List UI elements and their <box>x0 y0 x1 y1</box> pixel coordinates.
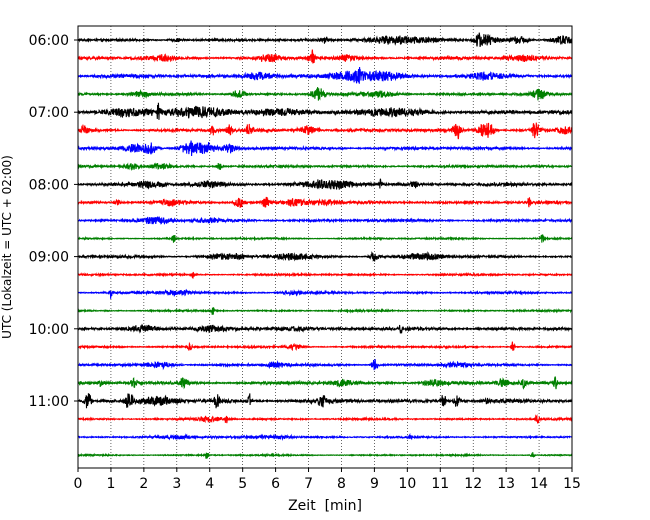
x-tick-label-14: 14 <box>530 476 548 492</box>
y-axis-label: UTC (Lokalzeit = UTC + 02:00) <box>0 155 14 339</box>
trace-0945 <box>77 307 573 315</box>
x-tick-label-1: 1 <box>106 476 115 492</box>
plot-frame <box>77 25 573 469</box>
y-tick-label-4: 10:00 <box>29 322 69 338</box>
seismogram-traces <box>77 32 573 459</box>
y-tick-label-2: 08:00 <box>29 177 69 193</box>
x-tick-label-9: 9 <box>370 476 379 492</box>
x-tick-label-0: 0 <box>74 476 83 492</box>
x-tick-label-11: 11 <box>431 476 449 492</box>
x-tick-label-13: 13 <box>497 476 515 492</box>
x-tick-label-4: 4 <box>205 476 214 492</box>
x-tick-label-5: 5 <box>238 476 247 492</box>
trace-0700 <box>77 102 573 120</box>
x-tick-label-2: 2 <box>139 476 148 492</box>
trace-1045 <box>77 376 573 390</box>
trace-1000 <box>77 323 573 334</box>
trace-1030 <box>77 359 573 371</box>
trace-0930 <box>77 288 573 299</box>
trace-0815 <box>77 196 573 208</box>
x-axis-label: Zeit [min] <box>288 498 362 514</box>
x-tick-label-10: 10 <box>398 476 416 492</box>
trace-0745 <box>77 162 573 171</box>
x-tick-label-8: 8 <box>337 476 346 492</box>
x-axis: 0 1 2 3 4 5 6 7 8 9 10 11 12 13 14 15 <box>74 468 581 492</box>
x-tick-label-15: 15 <box>563 476 581 492</box>
trace-0900 <box>77 251 573 262</box>
y-tick-label-1: 07:00 <box>29 105 69 121</box>
trace-1100 <box>77 393 573 409</box>
trace-0830 <box>77 216 573 225</box>
x-tick-label-12: 12 <box>464 476 482 492</box>
x-tick-label-3: 3 <box>172 476 181 492</box>
y-tick-label-5: 11:00 <box>29 394 69 410</box>
trace-0915 <box>77 271 573 279</box>
trace-0600 <box>77 32 573 47</box>
trace-0845 <box>77 234 573 243</box>
trace-0730 <box>77 140 573 157</box>
y-tick-label-0: 06:00 <box>29 33 69 49</box>
trace-0800 <box>77 178 573 190</box>
x-tick-label-6: 6 <box>271 476 280 492</box>
trace-0645 <box>77 87 573 101</box>
trace-1015 <box>77 341 573 352</box>
trace-1145 <box>77 452 573 459</box>
y-tick-label-3: 09:00 <box>29 250 69 266</box>
trace-1115 <box>77 413 573 424</box>
trace-0630 <box>77 66 573 84</box>
y-axis: 06:00 07:00 08:00 09:00 10:00 11:00 <box>29 33 78 410</box>
trace-1130 <box>77 432 573 441</box>
trace-0715 <box>77 122 573 140</box>
trace-0615 <box>77 49 573 64</box>
x-tick-label-7: 7 <box>304 476 313 492</box>
